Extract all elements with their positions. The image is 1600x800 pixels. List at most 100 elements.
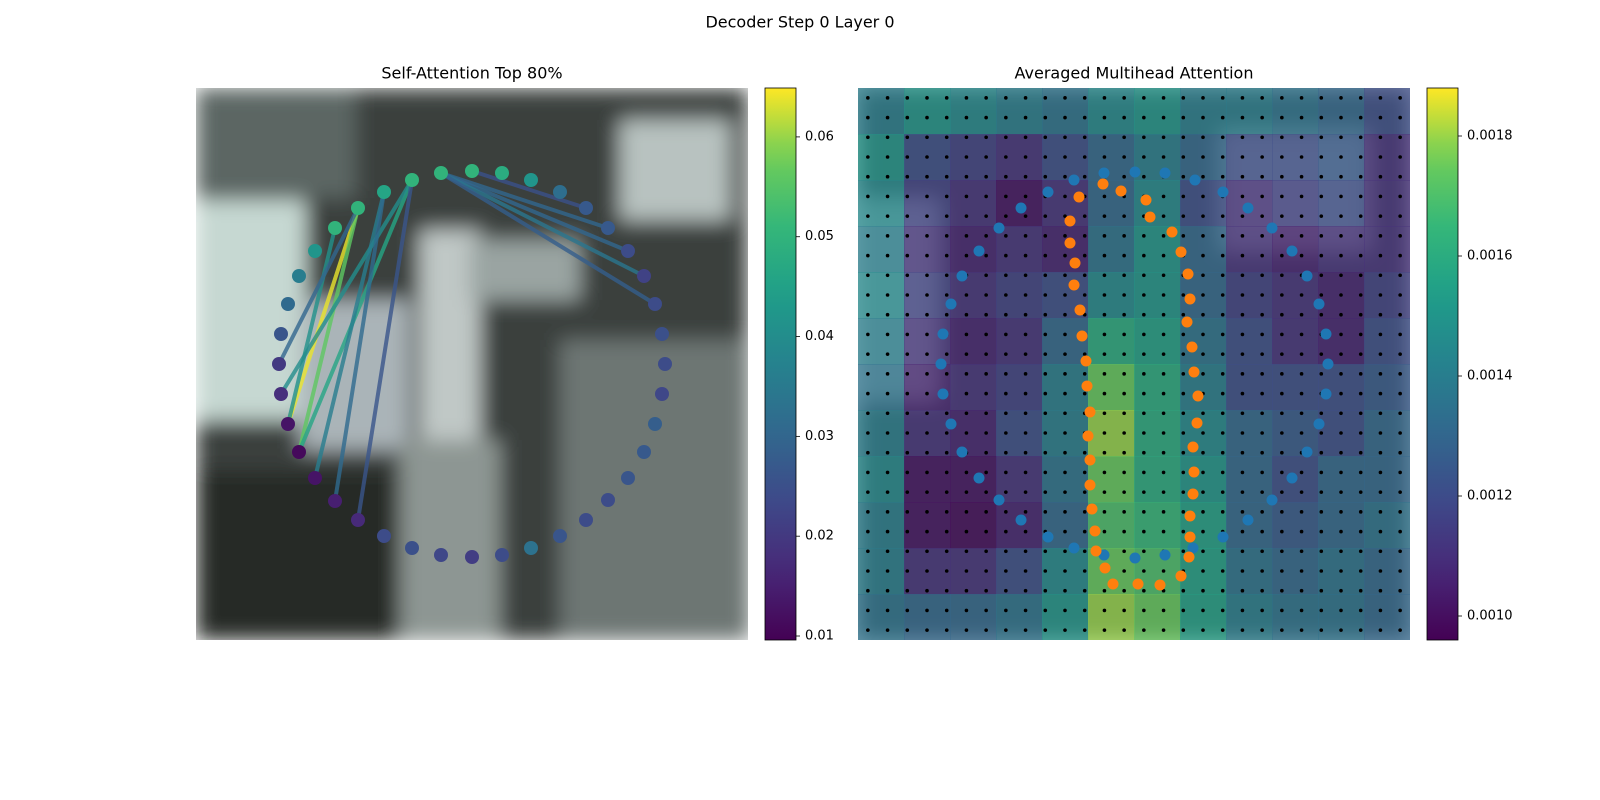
grid-dot <box>1280 194 1284 199</box>
point <box>1188 366 1200 378</box>
grid-dot <box>1220 608 1225 613</box>
grid-dot <box>1142 450 1146 455</box>
grid-dot <box>1161 450 1166 455</box>
grid-dot <box>1023 411 1028 416</box>
heatmap-cell <box>858 318 905 365</box>
grid-dot <box>905 490 910 494</box>
grid-dot <box>944 253 949 258</box>
grid-dot <box>1319 628 1324 632</box>
grid-dot <box>1201 628 1205 632</box>
grid-dot <box>1122 214 1126 218</box>
grid-dot <box>1181 96 1186 100</box>
grid-dot <box>1319 510 1324 514</box>
grid-dot <box>1063 214 1067 218</box>
grid-dot <box>885 234 890 238</box>
grid-dot <box>1004 450 1008 455</box>
grid-dot <box>1201 253 1205 258</box>
grid-dot <box>885 332 890 337</box>
grid-dot <box>1102 411 1107 416</box>
point <box>1286 245 1298 257</box>
heatmap-cell <box>996 410 1043 457</box>
grid-dot <box>885 549 890 554</box>
heatmap-cell <box>1226 226 1273 273</box>
heatmap-cell <box>996 594 1043 640</box>
grid-dot <box>1358 411 1363 416</box>
grid-dot <box>866 312 870 317</box>
grid-dot <box>964 549 969 554</box>
grid-dot <box>1260 588 1264 593</box>
grid-dot <box>925 391 929 396</box>
grid-dot <box>1240 549 1245 554</box>
grid-dot <box>1161 529 1166 534</box>
grid-dot <box>1004 155 1008 159</box>
point <box>1242 514 1254 526</box>
grid-dot <box>1102 529 1107 534</box>
grid-dot <box>1280 569 1284 573</box>
heatmap-cell <box>858 88 905 135</box>
grid-dot <box>1082 174 1087 179</box>
grid-dot <box>866 352 870 356</box>
grid-dot <box>1280 155 1284 159</box>
colorbar-tick-label: 0.0016 <box>1467 249 1513 264</box>
grid-dot <box>984 411 988 416</box>
grid-dot <box>1220 588 1225 593</box>
grid-dot <box>1142 549 1146 554</box>
point <box>1076 330 1088 342</box>
grid-dot <box>1378 352 1383 356</box>
grid-dot <box>984 608 988 613</box>
heatmap-cell <box>1226 318 1273 365</box>
grid-dot <box>925 214 929 218</box>
grid-dot <box>1339 431 1343 435</box>
point <box>1074 304 1086 316</box>
grid-dot <box>1398 194 1402 199</box>
grid-dot <box>964 332 969 337</box>
grid-dot <box>1280 96 1284 100</box>
grid-dot <box>1122 450 1126 455</box>
grid-dot <box>1023 96 1028 100</box>
point <box>1129 552 1141 564</box>
grid-dot <box>925 450 929 455</box>
point <box>1084 454 1096 466</box>
grid-dot <box>1181 194 1186 199</box>
grid-dot <box>1004 352 1008 356</box>
grid-dot <box>964 352 969 356</box>
grid-dot <box>925 470 929 475</box>
grid-dot <box>1280 588 1284 593</box>
grid-dot <box>1319 155 1324 159</box>
point <box>655 387 669 401</box>
attention-edge <box>286 226 337 426</box>
point <box>1042 186 1054 198</box>
heatmap-cell <box>1272 364 1319 411</box>
point <box>292 269 306 283</box>
attention-edge <box>297 206 360 454</box>
grid-dot <box>1201 588 1205 593</box>
grid-dot <box>984 431 988 435</box>
grid-dot <box>1063 194 1067 199</box>
point <box>1187 542 1199 554</box>
grid-dot <box>905 529 910 534</box>
grid-dot <box>1004 332 1008 337</box>
point <box>1192 390 1204 402</box>
grid-dot <box>1358 510 1363 514</box>
grid-dot <box>866 549 870 554</box>
grid-dot <box>1378 273 1383 278</box>
heatmap-cell <box>1318 364 1365 411</box>
heatmap-cell <box>996 456 1043 503</box>
grid-dot <box>1161 628 1166 632</box>
grid-dot <box>1378 529 1383 534</box>
attention-edge <box>286 206 360 426</box>
point <box>945 418 957 430</box>
grid-dot <box>1023 194 1028 199</box>
grid-dot <box>1339 115 1343 120</box>
grid-dot <box>1063 234 1067 238</box>
grid-dot <box>1339 293 1343 297</box>
grid-dot <box>944 529 949 534</box>
grid-dot <box>1319 352 1324 356</box>
point <box>973 472 985 484</box>
grid-dot <box>944 372 949 376</box>
grid-dot <box>1142 411 1146 416</box>
grid-dot <box>984 510 988 514</box>
grid-dot <box>905 352 910 356</box>
grid-dot <box>1063 372 1067 376</box>
grid-dot <box>1201 135 1205 140</box>
